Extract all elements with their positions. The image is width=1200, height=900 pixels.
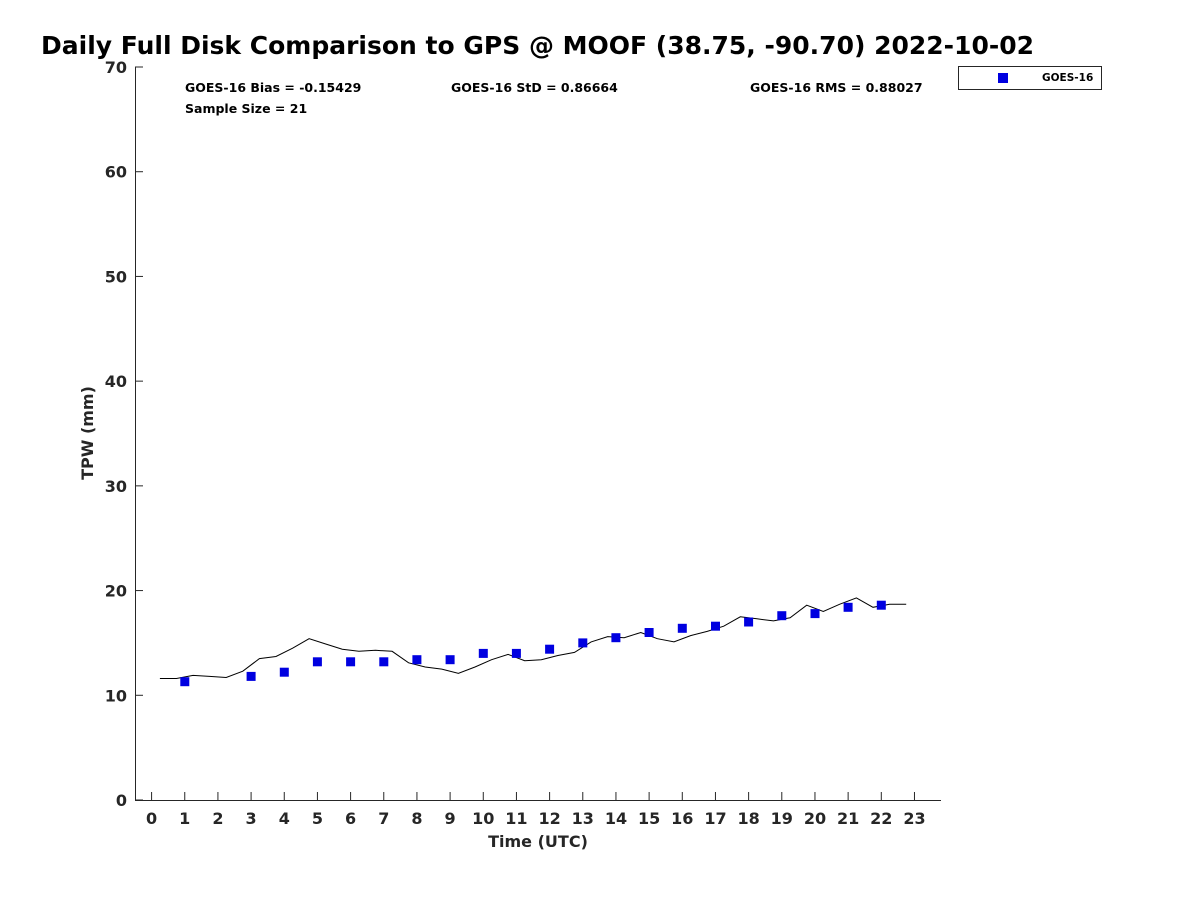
x-tick-label: 11 (505, 809, 527, 828)
goes16-point (644, 628, 654, 637)
y-tick-label: 50 (105, 267, 127, 286)
goes16-point (246, 671, 256, 681)
stats-annotations: GOES-16 Bias = -0.15429 GOES-16 StD = 0.… (185, 80, 923, 116)
x-tick-label: 22 (870, 809, 892, 828)
goes16-point (511, 648, 521, 658)
x-tick-label: 2 (212, 809, 223, 828)
x-tick-label: 7 (378, 809, 389, 828)
y-tick-label: 60 (105, 163, 127, 182)
x-tick-label: 17 (704, 809, 726, 828)
x-tick-label: 20 (804, 809, 826, 828)
y-tick-label: 0 (116, 791, 127, 810)
y-tick-label: 40 (105, 372, 127, 391)
goes16-point (445, 655, 455, 665)
rms-annotation: GOES-16 RMS = 0.88027 (750, 80, 923, 95)
goes16-point (843, 602, 853, 612)
goes16-point (777, 611, 787, 621)
gps-line-series (159, 597, 907, 679)
goes16-point (744, 617, 754, 627)
x-tick-label: 13 (572, 809, 594, 828)
x-tick-label: 10 (472, 809, 494, 828)
x-tick-label: 9 (445, 809, 456, 828)
goes16-point (312, 657, 322, 667)
x-tick-label: 19 (771, 809, 793, 828)
x-tick-label: 14 (605, 809, 627, 828)
x-axis-label: Time (UTC) (488, 832, 588, 851)
goes16-point (478, 648, 488, 658)
goes16-point (810, 609, 820, 619)
legend: GOES-16 (958, 66, 1102, 90)
x-tick-label: 5 (312, 809, 323, 828)
goes16-point (379, 657, 389, 667)
sample-size-annotation: Sample Size = 21 (185, 101, 307, 116)
y-tick-label: 20 (105, 582, 127, 601)
x-tick-label: 3 (246, 809, 257, 828)
x-tick-label: 21 (837, 809, 859, 828)
legend-marker-goes16 (998, 73, 1008, 83)
x-tick-label: 6 (345, 809, 356, 828)
x-tick-label: 16 (671, 809, 693, 828)
x-tick-label: 18 (737, 809, 759, 828)
goes16-point (578, 638, 588, 648)
x-tick-label: 1 (179, 809, 190, 828)
goes16-point (611, 633, 621, 643)
x-tick-label: 15 (638, 809, 660, 828)
goes16-point-series (180, 600, 886, 687)
y-tick-label: 70 (105, 58, 127, 77)
y-axis-label: TPW (mm) (78, 386, 97, 480)
goes16-point (876, 600, 886, 610)
legend-label-goes16: GOES-16 (1042, 72, 1093, 84)
x-tick-label: 0 (146, 809, 157, 828)
x-tick-label: 12 (538, 809, 560, 828)
x-tick-label: 4 (279, 809, 290, 828)
gps-line (159, 597, 907, 679)
bias-annotation: GOES-16 Bias = -0.15429 (185, 80, 361, 95)
std-annotation: GOES-16 StD = 0.86664 (451, 80, 618, 95)
y-tick-label: 30 (105, 477, 127, 496)
goes16-point (412, 655, 422, 665)
y-ticks: 0 10 20 30 40 50 60 70 (105, 58, 143, 810)
x-tick-label: 23 (903, 809, 925, 828)
x-tick-label: 8 (411, 809, 422, 828)
plot-area (135, 67, 941, 801)
y-tick-label: 10 (105, 686, 127, 705)
x-ticks: 0 1 2 3 4 5 6 7 8 9 10 11 12 13 14 15 16 17 18 19 20 21 22 23 (146, 792, 926, 828)
goes16-point (279, 667, 289, 677)
goes16-point (711, 621, 720, 631)
goes16-point (346, 657, 356, 667)
goes16-point (545, 644, 555, 654)
goes16-point (180, 677, 190, 687)
chart-title: Daily Full Disk Comparison to GPS @ MOOF… (41, 31, 1034, 60)
goes16-point (677, 623, 687, 633)
legend-box (958, 66, 1102, 90)
